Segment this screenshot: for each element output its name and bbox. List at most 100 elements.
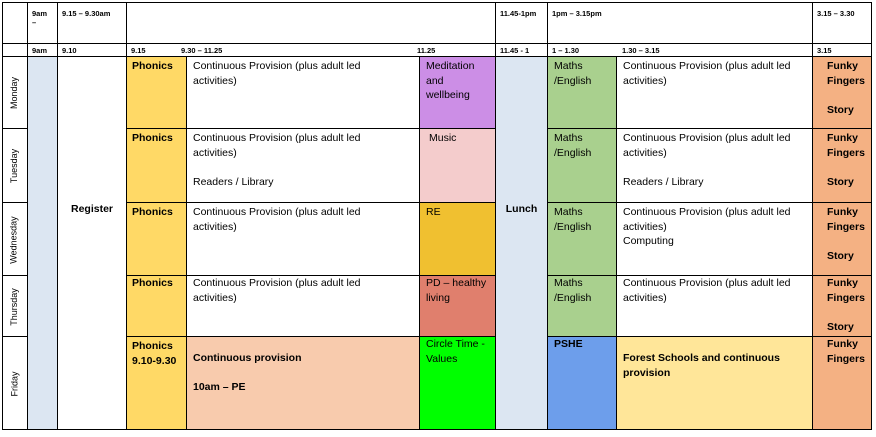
header-cell-end: 3.15 – 3.30	[813, 3, 872, 44]
monday-special-cell: Meditation and wellbeing	[420, 57, 496, 129]
wednesday-pm-cell: Continuous Provision (plus adult led act…	[617, 203, 813, 276]
lesson-label: Continuous Provision (plus adult led act…	[623, 206, 791, 247]
day-cell-monday	[3, 57, 28, 129]
wednesday-cp-cell: Continuous Provision (plus adult led act…	[187, 203, 420, 276]
subheader-time: 9am	[32, 46, 48, 55]
subheader-time: 1 – 1.30	[552, 46, 580, 55]
friday-cp-cell: Continuous provision 10am – PE	[187, 337, 420, 430]
subheader-time: 9.10	[62, 46, 77, 55]
lesson-label: Maths /English	[554, 60, 592, 87]
lesson-label: Continuous Provision (plus adult led act…	[623, 277, 791, 304]
day-text: Wednesday	[9, 215, 19, 264]
wednesday-special-cell: RE	[420, 203, 496, 276]
lesson-label: Continuous Provision (plus adult led act…	[193, 132, 361, 188]
lesson-label: Meditation and wellbeing	[426, 60, 475, 101]
monday-cp-cell: Continuous Provision (plus adult led act…	[187, 57, 420, 129]
lesson-label: Funky Fingers	[827, 338, 865, 365]
header-time-end: 3.15 – 3.30	[817, 9, 855, 18]
tuesday-maths-cell: Maths /English	[548, 129, 617, 203]
lesson-label: Phonics	[132, 132, 173, 144]
lesson-label: Continuous Provision (plus adult led act…	[193, 60, 361, 87]
header-cell-morning	[127, 3, 496, 44]
lesson-label: Phonics 9.10-9.30	[132, 340, 177, 367]
lesson-label: Maths /English	[554, 132, 592, 159]
lesson-label: Phonics	[132, 60, 173, 72]
thursday-maths-cell: Maths /English	[548, 276, 617, 337]
register-column: Register	[58, 57, 127, 430]
lesson-label: Funky Fingers Story	[827, 277, 865, 333]
day-label-monday: Monday	[4, 57, 24, 129]
header-corner	[3, 3, 28, 44]
tuesday-cp-cell: Continuous Provision (plus adult led act…	[187, 129, 420, 203]
lunch-label: Lunch	[505, 203, 538, 215]
lesson-label: Funky Fingers Story	[827, 206, 865, 262]
day-cell-wednesday	[3, 203, 28, 276]
timetable-frame	[2, 2, 872, 430]
day-label-friday: Friday	[4, 337, 24, 430]
tuesday-pm-cell: Continuous Provision (plus adult led act…	[617, 129, 813, 203]
day-text: Tuesday	[9, 148, 19, 184]
lesson-label: Circle Time - Values	[426, 338, 485, 365]
header-cell-9am: 9am –	[28, 3, 58, 44]
subheader-9am: 9am	[28, 44, 58, 57]
monday-phonics-cell: Phonics	[127, 57, 187, 129]
header-cell-afternoon: 1pm – 3.15pm	[548, 3, 813, 44]
day-label-thursday: Thursday	[4, 276, 24, 337]
subheader-910: 9.10	[58, 44, 127, 57]
lesson-label: Phonics	[132, 277, 173, 289]
thursday-funky-cell: Funky Fingers Story	[813, 276, 872, 337]
lesson-label: Continuous Provision (plus adult led act…	[623, 132, 791, 188]
subheader-lunch: 11.45 - 1	[496, 44, 548, 57]
monday-maths-cell: Maths /English	[548, 57, 617, 129]
day-text: Friday	[9, 370, 20, 397]
subheader-time: 9.30 – 11.25	[181, 46, 223, 55]
header-cell-915: 9.15 – 9.30am	[58, 3, 127, 44]
early-column	[28, 57, 58, 430]
thursday-pm-cell: Continuous Provision (plus adult led act…	[617, 276, 813, 337]
lesson-label: PSHE	[554, 338, 583, 350]
lesson-label: Maths /English	[554, 277, 592, 304]
lesson-label: Maths /English	[554, 206, 592, 233]
header-cell-lunch: 11.45-1pm	[496, 3, 548, 44]
tuesday-special-cell: Music	[420, 129, 496, 203]
day-cell-thursday	[3, 276, 28, 337]
lesson-label: Music	[429, 132, 457, 144]
day-label-tuesday: Tuesday	[4, 129, 24, 203]
lesson-label: RE	[426, 206, 441, 218]
wednesday-maths-cell: Maths /English	[548, 203, 617, 276]
friday-funky-cell: Funky Fingers	[813, 337, 872, 430]
friday-pshe-cell: PSHE	[548, 337, 617, 430]
wednesday-phonics-cell: Phonics	[127, 203, 187, 276]
register-label: Register	[70, 203, 113, 215]
day-cell-friday	[3, 337, 28, 430]
day-cell-tuesday	[3, 129, 28, 203]
friday-special-cell: Circle Time - Values	[420, 337, 496, 430]
lesson-label: PD – healthy living	[426, 277, 487, 304]
lesson-label: Continuous provision 10am – PE	[193, 352, 302, 393]
day-label-wednesday: Wednesday	[4, 203, 24, 276]
header-time-lunch: 11.45-1pm	[500, 9, 537, 18]
header-time-915: 9.15 – 9.30am	[62, 9, 111, 18]
lesson-label: Forest Schools and continuous provision	[623, 352, 780, 379]
subheader-afternoon: 1 – 1.30 1.30 – 3.15	[548, 44, 813, 57]
day-text: Monday	[9, 76, 19, 110]
subheader-time: 11.45 - 1	[500, 46, 530, 55]
monday-pm-cell: Continuous Provision (plus adult led act…	[617, 57, 813, 129]
day-text: Thursday	[9, 287, 19, 326]
subheader-time: 11.25	[417, 46, 436, 55]
lesson-label: Funky Fingers Story	[827, 132, 865, 188]
header-time-afternoon: 1pm – 3.15pm	[552, 9, 602, 18]
friday-pm-cell: Forest Schools and continuous provision	[617, 337, 813, 430]
subheader-corner	[3, 44, 28, 57]
tuesday-phonics-cell: Phonics	[127, 129, 187, 203]
tuesday-funky-cell: Funky Fingers Story	[813, 129, 872, 203]
lesson-label: Continuous Provision (plus adult led act…	[623, 60, 791, 87]
subheader-time: 9.15	[131, 46, 146, 55]
lesson-label: Continuous Provision (plus adult led act…	[193, 206, 361, 233]
header-time-9am: 9am –	[32, 9, 48, 27]
lesson-label: Funky Fingers Story	[827, 60, 865, 116]
thursday-cp-cell: Continuous Provision (plus adult led act…	[187, 276, 420, 337]
subheader-morning: 9.15 9.30 – 11.25 11.25	[127, 44, 496, 57]
lesson-label: Phonics	[132, 206, 173, 218]
wednesday-funky-cell: Funky Fingers Story	[813, 203, 872, 276]
